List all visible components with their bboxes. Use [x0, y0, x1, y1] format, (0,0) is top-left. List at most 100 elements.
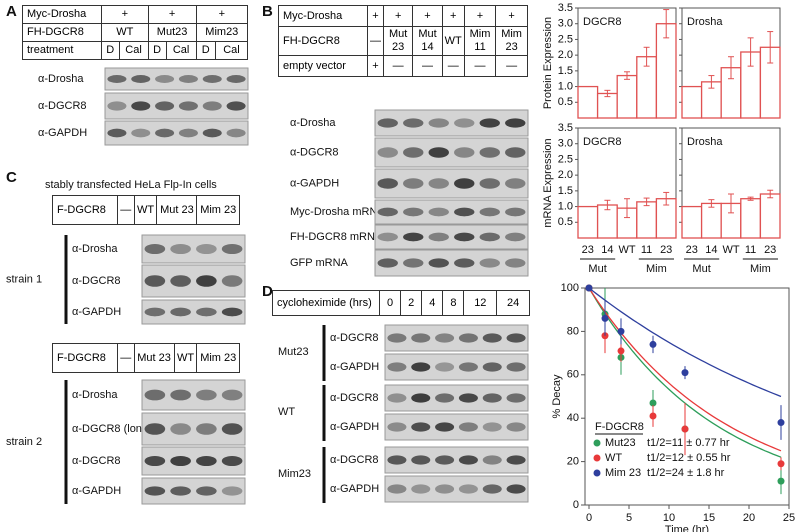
legend-label: t1/2=24 ± 1.8 hr	[647, 467, 725, 479]
band	[505, 232, 526, 242]
x-tick-label: 23	[686, 244, 698, 256]
table-cell: +	[412, 5, 443, 27]
x-tick-label: 0	[586, 512, 592, 524]
table-cell: FH-DGCR8	[22, 23, 102, 42]
band	[107, 128, 127, 138]
blot-label: α-GAPDH	[38, 127, 87, 139]
bar	[681, 85, 703, 119]
bar	[740, 198, 762, 239]
table-cell: 0	[378, 290, 402, 316]
fit-curve	[588, 287, 782, 398]
table-row: F-DGCR8— WT Mut 23 Mim 23	[52, 195, 240, 225]
data-point	[585, 284, 593, 292]
chart-title: DGCR8	[583, 16, 622, 28]
band	[221, 455, 243, 467]
blot	[384, 413, 529, 441]
y-tick-label: 3.0	[558, 138, 573, 150]
band	[221, 243, 243, 255]
bar	[577, 85, 599, 119]
band	[454, 207, 475, 217]
table-cell: —	[463, 55, 497, 77]
blot-label: α-GAPDH	[72, 306, 121, 318]
band	[435, 422, 455, 432]
table-cell: WT	[173, 343, 198, 373]
band	[479, 258, 500, 268]
band	[505, 207, 526, 217]
band	[506, 393, 526, 403]
band	[505, 178, 526, 189]
band	[479, 118, 500, 128]
y-axis-label: mRNA Expression	[542, 138, 554, 227]
table-row: Myc-Drosha + + +	[22, 5, 249, 24]
blot-label: α-Drosha	[72, 243, 118, 255]
blot	[384, 475, 529, 503]
x-tick-label: 23	[660, 244, 672, 256]
band	[506, 484, 526, 494]
data-point	[617, 327, 625, 335]
band	[428, 207, 449, 217]
blot	[374, 109, 529, 137]
table-cell: WT	[133, 195, 158, 225]
data-point	[681, 369, 689, 377]
band	[454, 118, 475, 128]
bar	[616, 74, 638, 119]
table-cell: 2	[400, 290, 423, 316]
legend-name: Mut23	[605, 437, 636, 449]
chart-title: Drosha	[687, 136, 723, 148]
band	[403, 178, 424, 189]
band	[144, 389, 166, 401]
bar	[759, 193, 781, 239]
band	[170, 275, 191, 287]
blot-label: Myc-Drosha mRNA	[290, 206, 385, 218]
data-point	[649, 340, 657, 348]
band	[435, 333, 455, 343]
band	[428, 258, 449, 268]
y-tick-label: 3.5	[558, 2, 573, 14]
table-cell: treatment	[22, 41, 102, 60]
blot	[104, 120, 249, 146]
group-label: Mim	[750, 263, 771, 275]
band	[170, 486, 191, 496]
y-tick-label: 100	[561, 282, 579, 294]
plot-frame	[584, 287, 790, 506]
band	[196, 423, 217, 435]
band	[107, 75, 127, 83]
blot-label: α-DGCR8	[72, 275, 121, 287]
table-cell: Mim23	[195, 23, 249, 42]
band	[387, 393, 407, 403]
blot-label: α-GAPDH	[290, 177, 339, 189]
table-cell: +	[147, 5, 197, 24]
x-tick-label: 15	[703, 512, 715, 524]
band	[387, 484, 407, 494]
band	[454, 258, 475, 268]
band	[435, 362, 455, 372]
band	[144, 275, 166, 287]
band	[435, 484, 455, 494]
band	[482, 422, 502, 432]
y-tick-label: 3.0	[558, 18, 573, 30]
band	[170, 307, 191, 317]
blot	[384, 384, 529, 412]
table-cell: Mim 23	[196, 343, 240, 373]
band	[131, 128, 151, 138]
y-tick-label: 3.5	[558, 122, 573, 134]
band	[479, 232, 500, 242]
band	[131, 75, 151, 83]
table-cell: +	[382, 5, 414, 27]
condition-table: cycloheximide (hrs) 0 2 4 8 12 24	[272, 290, 530, 316]
blot-label: α-Drosha	[290, 117, 336, 129]
band	[178, 128, 198, 138]
band	[505, 258, 526, 268]
group-label: Mut	[692, 263, 710, 275]
table-cell: 8	[442, 290, 465, 316]
band	[506, 333, 526, 343]
panel-label: C	[6, 169, 17, 186]
chart-title: DGCR8	[583, 136, 622, 148]
blot-label: α-GAPDH	[330, 361, 379, 373]
panel-label: D	[262, 283, 273, 300]
data-point	[777, 477, 785, 485]
data-point	[649, 412, 657, 420]
band	[144, 455, 166, 467]
y-axis-label: % Decay	[551, 374, 563, 419]
